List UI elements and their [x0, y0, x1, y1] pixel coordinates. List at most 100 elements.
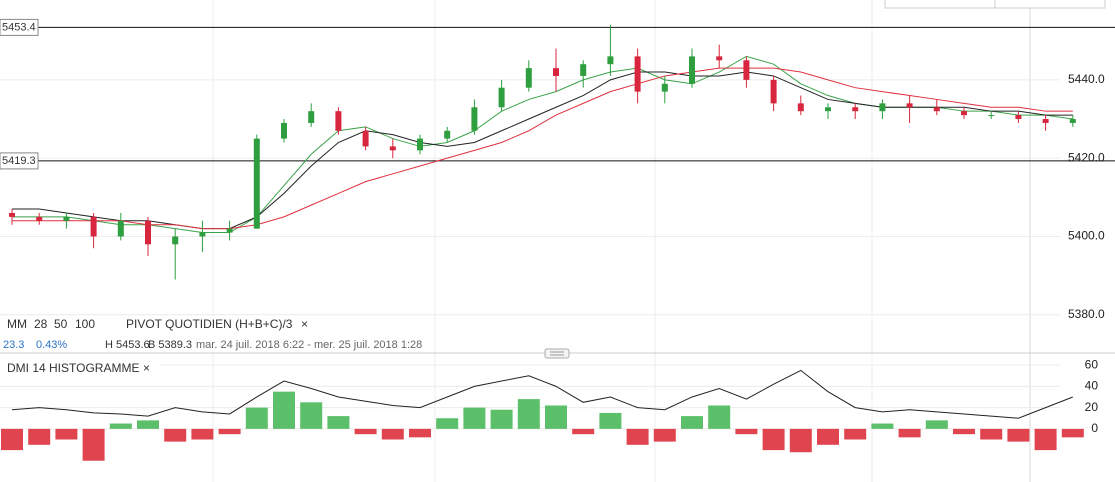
histogram-bar	[490, 409, 513, 429]
candle-body	[716, 56, 723, 61]
histogram-bar	[436, 418, 459, 429]
candle-body	[9, 212, 15, 217]
candle-body	[172, 236, 179, 245]
y-tick-label: 5440.0	[1068, 72, 1105, 86]
pivot-label: 5419.3	[2, 155, 36, 167]
info-high: H 5453.6	[105, 339, 150, 351]
pivot-label-box	[0, 152, 39, 170]
candle-body	[498, 87, 505, 108]
histogram-bar	[273, 391, 295, 429]
histogram-bar	[871, 423, 894, 429]
histogram-bar	[354, 428, 377, 435]
candle-body	[607, 56, 614, 65]
pivot-label: PIVOT QUOTIDIEN (H+B+C)/3	[126, 317, 293, 331]
histogram-bar	[1061, 428, 1084, 438]
candle-body	[743, 60, 750, 80]
close-icon[interactable]: ×	[301, 317, 308, 331]
candle-body	[525, 68, 532, 88]
dmi-line	[11, 369, 1073, 419]
candle-body	[988, 115, 995, 117]
close-icon[interactable]: ×	[143, 361, 150, 375]
legend-background	[0, 316, 330, 354]
candle-body	[961, 111, 967, 116]
histogram-bar	[681, 416, 703, 429]
histogram-bar	[82, 428, 105, 461]
candle-body	[852, 107, 859, 112]
histogram-bar	[327, 416, 350, 429]
histogram-bar	[218, 428, 241, 435]
histogram-bar	[572, 428, 595, 435]
histogram-bar	[708, 405, 731, 429]
resize-handle[interactable]	[544, 348, 570, 359]
histogram-bar	[1, 428, 23, 451]
legend-entry: 28	[34, 317, 48, 331]
candle-body	[199, 232, 206, 237]
candle-body	[308, 111, 315, 123]
histogram-bar	[381, 428, 404, 440]
pivot-label: 5453.4	[2, 21, 36, 33]
y-tick-label: 5380.0	[1068, 307, 1105, 321]
candle-body	[825, 107, 831, 112]
histogram-bar	[517, 399, 540, 429]
histogram-bar	[898, 428, 921, 438]
histogram-bar	[626, 428, 649, 445]
candle-body	[1015, 115, 1022, 120]
candle-body	[145, 220, 151, 245]
candle-body	[634, 56, 641, 92]
histogram-bar	[762, 428, 785, 451]
histogram-bar	[55, 428, 78, 440]
candle-body	[335, 111, 342, 131]
candle-body	[471, 107, 478, 131]
pivot-label-box	[0, 18, 39, 36]
histogram-bar	[789, 428, 812, 453]
moving-average-line	[12, 55, 1073, 234]
histogram-bar	[545, 405, 567, 429]
candle-body	[63, 216, 70, 221]
candle-body	[117, 220, 124, 237]
y-tick-label: 20	[1085, 400, 1099, 414]
info-change: 23.3	[3, 339, 24, 351]
histogram-bar	[953, 428, 975, 435]
candle-body	[906, 103, 913, 108]
histogram-bar	[109, 423, 132, 429]
candle-body	[226, 228, 233, 233]
histogram-bar	[1007, 428, 1030, 442]
panel-title: DMI 14 HISTOGRAMME	[7, 361, 139, 375]
histogram-bar	[980, 428, 1003, 440]
histogram-bar	[1034, 428, 1057, 451]
info-date-range: mar. 24 juil. 2018 6:22 - mer. 25 juil. …	[196, 339, 422, 351]
candle-body	[1069, 119, 1076, 123]
histogram-bar	[925, 420, 948, 429]
y-tick-label: 5400.0	[1068, 229, 1105, 243]
histogram-bar	[653, 428, 676, 442]
histogram-bar	[28, 428, 51, 445]
histogram-bar	[245, 407, 268, 429]
y-tick-label: 40	[1085, 379, 1099, 393]
toolbar-button[interactable]	[994, 0, 1106, 9]
toolbar-button[interactable]	[884, 0, 996, 9]
candle-body	[90, 216, 97, 237]
histogram-bar	[191, 428, 214, 440]
candle-body	[253, 138, 260, 229]
histogram-bar	[409, 428, 431, 438]
info-percent: 0.43%	[36, 339, 67, 351]
legend-entry: 100	[75, 317, 95, 331]
histogram-bar	[463, 407, 486, 429]
candle-body	[689, 56, 695, 84]
info-low: B 5389.3	[148, 339, 192, 351]
candle-body	[1042, 119, 1049, 123]
histogram-bar	[817, 428, 839, 445]
indicator-label: MM	[7, 317, 27, 331]
candle-body	[797, 103, 804, 112]
histogram-bar	[599, 412, 622, 429]
moving-average-line	[12, 67, 1073, 230]
panel-title-background	[0, 360, 160, 378]
candle-body	[389, 146, 396, 151]
candle-body	[36, 216, 43, 221]
candle-body	[362, 130, 369, 147]
y-tick-label: 60	[1085, 357, 1099, 371]
candle-body	[661, 83, 668, 92]
y-tick-label: 5420.0	[1068, 150, 1105, 164]
y-tick-label: 0	[1091, 421, 1098, 435]
